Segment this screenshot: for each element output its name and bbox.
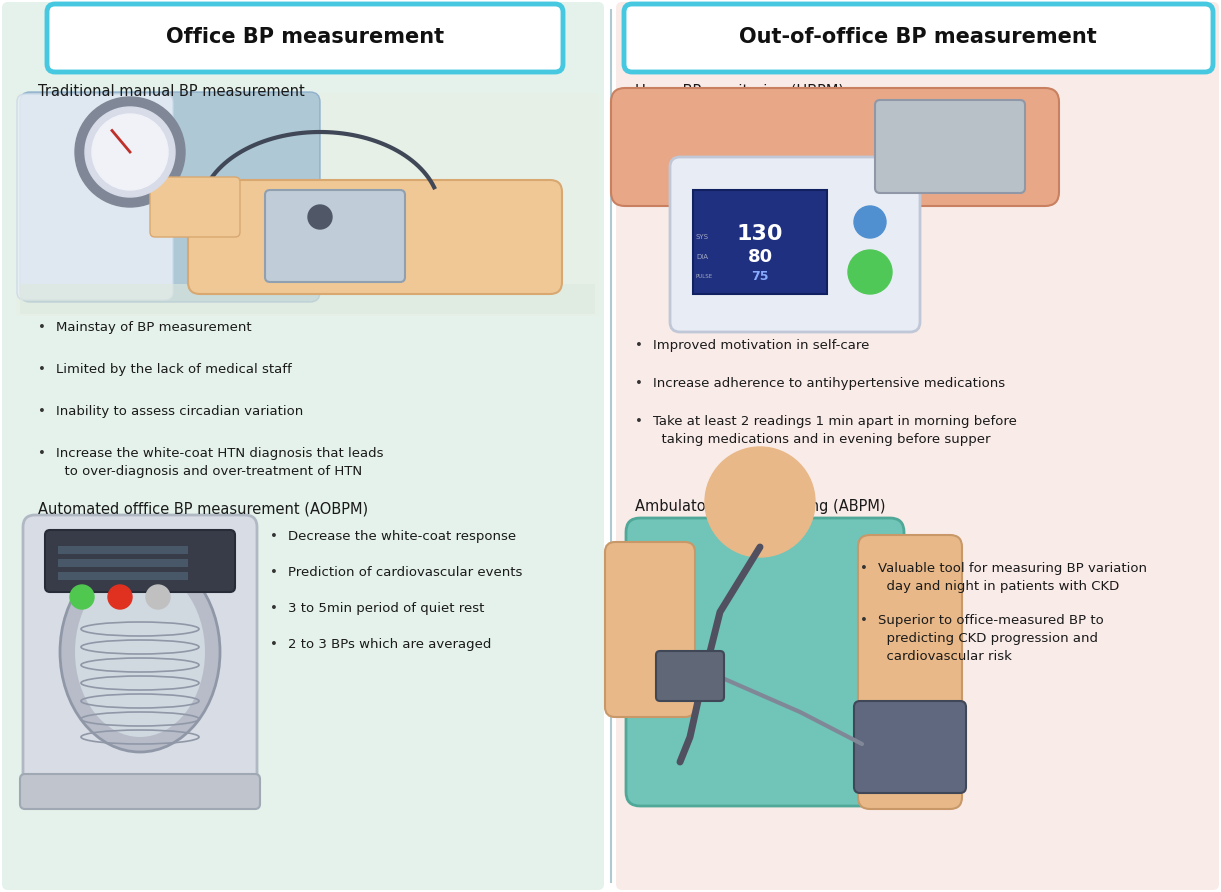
Text: Increase adherence to antihypertensive medications: Increase adherence to antihypertensive m…: [653, 377, 1005, 390]
FancyBboxPatch shape: [610, 88, 1059, 206]
Text: Decrease the white-coat response: Decrease the white-coat response: [288, 530, 516, 543]
Text: predicting CKD progression and: predicting CKD progression and: [878, 632, 1098, 645]
Text: •: •: [860, 562, 868, 575]
FancyBboxPatch shape: [656, 651, 724, 701]
FancyBboxPatch shape: [59, 559, 188, 567]
Text: to over-diagnosis and over-treatment of HTN: to over-diagnosis and over-treatment of …: [56, 465, 363, 478]
Text: Home BP monitoring (HBPM): Home BP monitoring (HBPM): [635, 84, 844, 99]
Text: Increase the white-coat HTN diagnosis that leads: Increase the white-coat HTN diagnosis th…: [56, 447, 383, 460]
FancyBboxPatch shape: [624, 4, 1212, 72]
Text: •: •: [38, 363, 46, 376]
Ellipse shape: [74, 567, 205, 737]
Text: taking medications and in evening before supper: taking medications and in evening before…: [653, 433, 990, 446]
Circle shape: [849, 250, 893, 294]
Text: •: •: [38, 447, 46, 460]
FancyBboxPatch shape: [45, 530, 234, 592]
Text: •: •: [270, 602, 278, 615]
Text: DIA: DIA: [696, 254, 708, 260]
Text: Take at least 2 readings 1 min apart in morning before: Take at least 2 readings 1 min apart in …: [653, 415, 1017, 428]
FancyBboxPatch shape: [59, 546, 188, 554]
FancyBboxPatch shape: [875, 100, 1024, 193]
FancyBboxPatch shape: [20, 774, 260, 809]
Text: Automated offfice BP measurement (AOBPM): Automated offfice BP measurement (AOBPM): [38, 502, 368, 517]
Text: •: •: [38, 321, 46, 334]
FancyBboxPatch shape: [188, 180, 562, 294]
FancyBboxPatch shape: [20, 284, 595, 314]
Text: •: •: [860, 614, 868, 627]
Text: Improved motivation in self-care: Improved motivation in self-care: [653, 339, 869, 352]
Circle shape: [70, 585, 94, 609]
FancyBboxPatch shape: [853, 701, 966, 793]
FancyBboxPatch shape: [150, 177, 241, 237]
Circle shape: [74, 97, 186, 207]
Text: PULSE: PULSE: [696, 275, 713, 279]
FancyBboxPatch shape: [617, 2, 1219, 890]
FancyBboxPatch shape: [694, 190, 827, 294]
Text: •: •: [270, 566, 278, 579]
FancyBboxPatch shape: [265, 190, 405, 282]
Text: Prediction of cardiovascular events: Prediction of cardiovascular events: [288, 566, 523, 579]
Text: Mainstay of BP measurement: Mainstay of BP measurement: [56, 321, 252, 334]
Text: SYS: SYS: [696, 234, 709, 240]
Text: 2 to 3 BPs which are averaged: 2 to 3 BPs which are averaged: [288, 638, 491, 651]
Circle shape: [308, 205, 332, 229]
FancyBboxPatch shape: [737, 499, 781, 545]
FancyBboxPatch shape: [604, 542, 695, 717]
FancyBboxPatch shape: [670, 157, 919, 332]
FancyBboxPatch shape: [59, 572, 188, 580]
FancyBboxPatch shape: [626, 518, 904, 806]
Text: •: •: [270, 638, 278, 651]
Circle shape: [705, 447, 814, 557]
Text: •: •: [635, 377, 643, 390]
Text: Inability to assess circadian variation: Inability to assess circadian variation: [56, 405, 303, 418]
FancyBboxPatch shape: [23, 515, 256, 804]
Text: Limited by the lack of medical staff: Limited by the lack of medical staff: [56, 363, 292, 376]
Text: Valuable tool for measuring BP variation: Valuable tool for measuring BP variation: [878, 562, 1147, 575]
Text: Superior to office-measured BP to: Superior to office-measured BP to: [878, 614, 1104, 627]
Circle shape: [147, 585, 170, 609]
Text: day and night in patients with CKD: day and night in patients with CKD: [878, 580, 1120, 593]
FancyBboxPatch shape: [17, 94, 173, 300]
FancyBboxPatch shape: [16, 93, 600, 316]
Text: 75: 75: [751, 270, 769, 284]
Circle shape: [92, 114, 168, 190]
Circle shape: [853, 206, 886, 238]
Text: •: •: [270, 530, 278, 543]
Circle shape: [85, 107, 175, 197]
Text: cardiovascular risk: cardiovascular risk: [878, 650, 1012, 663]
Text: •: •: [635, 339, 643, 352]
Text: •: •: [635, 415, 643, 428]
Text: •: •: [38, 405, 46, 418]
Text: 3 to 5min period of quiet rest: 3 to 5min period of quiet rest: [288, 602, 485, 615]
Text: 130: 130: [736, 224, 783, 244]
FancyBboxPatch shape: [46, 4, 563, 72]
Text: Out-of-office BP measurement: Out-of-office BP measurement: [739, 27, 1096, 47]
Circle shape: [107, 585, 132, 609]
Text: Traditional manual BP measurement: Traditional manual BP measurement: [38, 84, 305, 99]
Text: Office BP measurement: Office BP measurement: [166, 27, 444, 47]
FancyBboxPatch shape: [2, 2, 604, 890]
Text: Ambulatory BP monitoring (ABPM): Ambulatory BP monitoring (ABPM): [635, 499, 885, 514]
FancyBboxPatch shape: [858, 535, 962, 809]
FancyBboxPatch shape: [20, 92, 320, 302]
Ellipse shape: [60, 552, 220, 752]
Text: 80: 80: [747, 248, 773, 266]
